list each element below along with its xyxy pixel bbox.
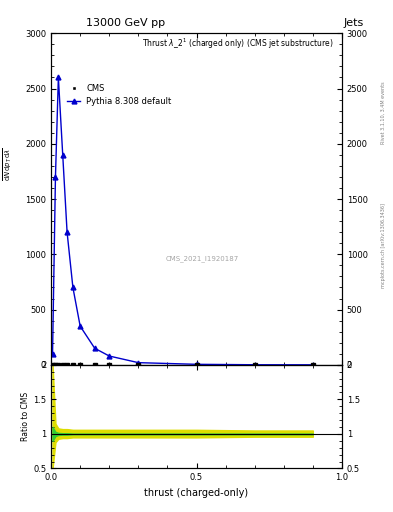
- Text: $\frac{1}{\mathrm{d}N}\frac{\mathrm{d}^2N}{\mathrm{d}p_T\,\mathrm{d}\lambda}$: $\frac{1}{\mathrm{d}N}\frac{\mathrm{d}^2…: [0, 147, 14, 181]
- Text: Rivet 3.1.10, 3.4M events: Rivet 3.1.10, 3.4M events: [381, 81, 386, 144]
- X-axis label: thrust (charged-only): thrust (charged-only): [145, 488, 248, 498]
- Text: mcplots.cern.ch [arXiv:1306.3436]: mcplots.cern.ch [arXiv:1306.3436]: [381, 203, 386, 288]
- Text: 13000 GeV pp: 13000 GeV pp: [86, 18, 165, 28]
- Text: CMS_2021_I1920187: CMS_2021_I1920187: [166, 255, 239, 262]
- Text: Thrust $\lambda\_2^1$ (charged only) (CMS jet substructure): Thrust $\lambda\_2^1$ (charged only) (CM…: [142, 36, 333, 51]
- Text: Jets: Jets: [344, 18, 364, 28]
- Y-axis label: Ratio to CMS: Ratio to CMS: [21, 392, 30, 441]
- Legend: CMS, Pythia 8.308 default: CMS, Pythia 8.308 default: [64, 80, 175, 110]
